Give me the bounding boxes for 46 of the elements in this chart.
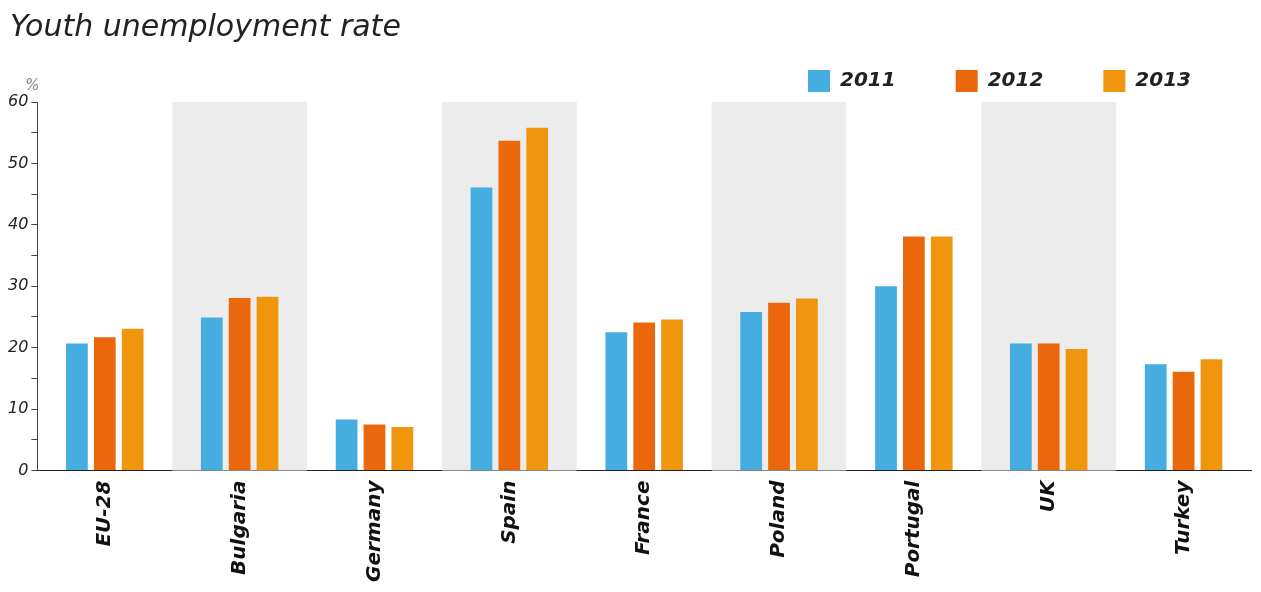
x-tick-label: Poland bbox=[765, 479, 790, 558]
bar bbox=[93, 337, 116, 471]
legend-label: 2013 bbox=[1135, 67, 1192, 92]
y-tick-label: 30 bbox=[8, 275, 29, 295]
bar bbox=[930, 236, 953, 471]
x-tick-label: France bbox=[630, 480, 655, 556]
chart-title: Youth unemployment rate bbox=[10, 8, 401, 43]
bar bbox=[256, 296, 279, 471]
bar bbox=[903, 236, 925, 471]
x-tick-label: Germany bbox=[360, 479, 385, 583]
bar bbox=[1144, 364, 1167, 471]
x-tick-label: UK bbox=[1034, 479, 1059, 513]
bar bbox=[200, 317, 223, 471]
x-tick-label: EU-28 bbox=[90, 480, 115, 547]
bar bbox=[498, 140, 521, 471]
bar bbox=[121, 328, 144, 471]
bar bbox=[1200, 359, 1223, 471]
bar bbox=[363, 424, 386, 471]
y-tick-label: 10 bbox=[8, 398, 29, 418]
bar bbox=[875, 286, 897, 471]
x-tick-label: Bulgaria bbox=[225, 480, 250, 575]
bar bbox=[1065, 348, 1088, 471]
x-tick-label: Turkey bbox=[1169, 479, 1194, 555]
bar bbox=[633, 322, 656, 471]
x-tick-label: Portugal bbox=[900, 479, 925, 578]
bar bbox=[228, 297, 251, 471]
bar bbox=[470, 187, 493, 471]
legend-label: 2011 bbox=[840, 67, 896, 92]
bar bbox=[740, 312, 763, 471]
bar bbox=[526, 127, 549, 471]
x-tick-label: Spain bbox=[495, 480, 520, 544]
bar bbox=[768, 302, 790, 471]
y-tick-label: 40 bbox=[8, 214, 29, 233]
bar bbox=[391, 426, 414, 471]
legend-label: 2012 bbox=[987, 67, 1044, 92]
bar bbox=[1009, 343, 1032, 471]
bar bbox=[335, 419, 358, 471]
y-tick-label: 20 bbox=[8, 336, 29, 356]
bar bbox=[1037, 343, 1060, 471]
y-tick-label: 0 bbox=[18, 459, 29, 479]
bar bbox=[796, 298, 818, 471]
bar bbox=[605, 332, 628, 471]
bar bbox=[661, 319, 683, 471]
y-tick-label: 50 bbox=[8, 152, 29, 172]
bar bbox=[66, 343, 88, 471]
bar bbox=[1172, 371, 1195, 471]
